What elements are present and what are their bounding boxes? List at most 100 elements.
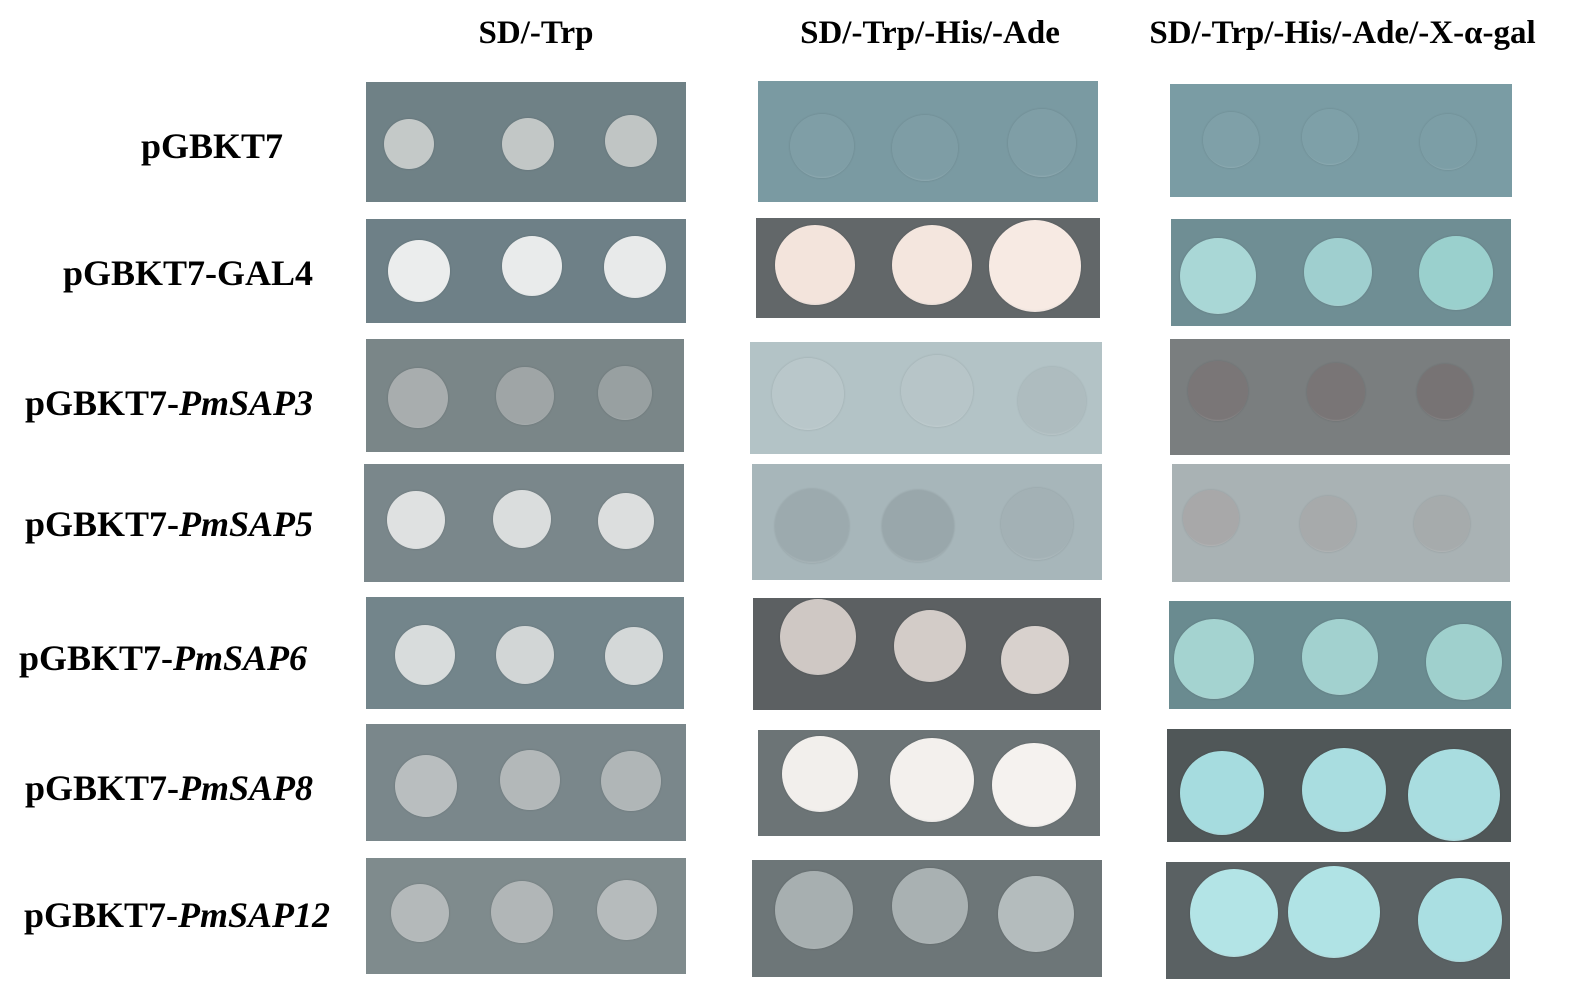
row-label-plasmid: pGBKT7-GAL4 xyxy=(62,253,313,293)
yeast-colony-spot xyxy=(387,491,445,549)
agar-plate-col3-row3 xyxy=(1170,339,1510,455)
yeast-colony-spot xyxy=(901,355,973,427)
yeast-colony-spot xyxy=(989,220,1081,312)
yeast-colony-spot xyxy=(1414,496,1470,552)
yeast-colony-spot xyxy=(391,884,449,942)
yeast-colony-spot xyxy=(1302,109,1358,165)
agar-plate-col1-row6 xyxy=(366,724,686,841)
row-label-plasmid: pGBKT7- xyxy=(24,768,179,808)
yeast-colony-spot xyxy=(892,225,972,305)
yeast-colony-spot xyxy=(388,240,450,302)
yeast-colony-spot xyxy=(1008,109,1076,177)
agar-plate-col3-row4 xyxy=(1172,464,1510,582)
yeast-colony-spot xyxy=(1180,238,1256,314)
row-label-gene: PmSAP3 xyxy=(178,383,313,423)
agar-plate-col2-row5 xyxy=(753,598,1101,710)
yeast-colony-spot xyxy=(502,118,554,170)
yeast-colony-spot xyxy=(1304,238,1372,306)
yeast-colony-spot xyxy=(998,876,1074,952)
agar-plate-col1-row1 xyxy=(366,82,686,202)
yeast-colony-spot xyxy=(775,871,853,949)
yeast-colony-spot xyxy=(1426,624,1502,700)
yeast-colony-spot xyxy=(782,736,858,812)
yeast-colony-spot xyxy=(1001,626,1069,694)
yeast-colony-spot xyxy=(1420,114,1476,170)
yeast-colony-spot xyxy=(605,115,657,167)
agar-plate-col1-row7 xyxy=(366,858,686,974)
yeast-colony-spot xyxy=(1190,869,1278,957)
yeast-colony-spot xyxy=(384,119,434,169)
yeast-colony-spot xyxy=(892,115,958,181)
row-label-gene: PmSAP8 xyxy=(178,768,313,808)
agar-plate-col2-row1 xyxy=(758,81,1098,202)
yeast-colony-spot xyxy=(780,599,856,675)
agar-plate-col2-row4 xyxy=(752,464,1102,580)
yeast-colony-spot xyxy=(1174,619,1254,699)
yeast-colony-spot xyxy=(894,610,966,682)
row-label-pgbkt7-pmsap12: pGBKT7-PmSAP12 xyxy=(0,885,330,945)
yeast-colony-spot xyxy=(388,368,448,428)
yeast-colony-spot xyxy=(1188,361,1248,421)
agar-plate-col1-row4 xyxy=(364,464,684,582)
yeast-colony-spot xyxy=(890,738,974,822)
row-label-plasmid: pGBKT7- xyxy=(24,504,179,544)
yeast-colony-spot xyxy=(496,626,554,684)
yeast-colony-spot xyxy=(1300,496,1356,552)
yeast-colony-spot xyxy=(1417,364,1473,420)
row-label-plasmid: pGBKT7 xyxy=(140,126,283,166)
yeast-colony-spot xyxy=(1183,490,1239,546)
yeast-colony-spot xyxy=(772,358,844,430)
column-header-sd-trp-his-ade: SD/-Trp/-His/-Ade xyxy=(800,15,1060,51)
row-label-pgbkt7-pmsap6: pGBKT7-PmSAP6 xyxy=(0,628,307,688)
agar-plate-col1-row5 xyxy=(366,597,684,709)
column-header-sd-trp-his-ade-x-alpha-gal: SD/-Trp/-His/-Ade/-X-α-gal xyxy=(1149,15,1536,51)
row-label-pgbkt7-pmsap5: pGBKT7-PmSAP5 xyxy=(0,494,313,554)
column-header-sd-trp: SD/-Trp xyxy=(478,15,594,51)
yeast-colony-spot xyxy=(598,493,654,549)
yeast-colony-spot xyxy=(1419,236,1493,310)
yeast-colony-spot xyxy=(992,743,1076,827)
yeast-colony-spot xyxy=(395,755,457,817)
agar-plate-col3-row1 xyxy=(1170,84,1512,197)
row-label-pgbkt7-gal4: pGBKT7-GAL4 xyxy=(0,243,313,303)
yeast-colony-spot xyxy=(598,366,652,420)
yeast-colony-spot xyxy=(493,490,551,548)
yeast-colony-spot xyxy=(882,490,954,562)
yeast-colony-spot xyxy=(1302,619,1378,695)
yeast-colony-spot xyxy=(597,880,657,940)
row-label-pgbkt7: pGBKT7 xyxy=(0,116,283,176)
yeast-colony-spot xyxy=(395,625,455,685)
yeast-colony-spot xyxy=(496,367,554,425)
agar-plate-col1-row3 xyxy=(366,339,684,452)
yeast-colony-spot xyxy=(1001,488,1073,560)
yeast-colony-spot xyxy=(1408,749,1500,841)
yeast-colony-spot xyxy=(1288,866,1380,958)
agar-plate-col2-row6 xyxy=(758,730,1100,836)
row-label-plasmid: pGBKT7- xyxy=(18,638,173,678)
agar-plate-col2-row2 xyxy=(756,218,1100,318)
agar-plate-col3-row2 xyxy=(1171,219,1511,326)
agar-plate-col1-row2 xyxy=(366,219,686,323)
row-label-gene: PmSAP5 xyxy=(178,504,313,544)
row-label-gene: PmSAP12 xyxy=(177,895,330,935)
yeast-colony-spot xyxy=(500,750,560,810)
yeast-colony-spot xyxy=(1018,367,1086,435)
yeast-colony-spot xyxy=(1203,112,1259,168)
yeast-colony-spot xyxy=(604,236,666,298)
row-label-pgbkt7-pmsap3: pGBKT7-PmSAP3 xyxy=(0,373,313,433)
agar-plate-col2-row7 xyxy=(752,860,1102,977)
yeast-colony-spot xyxy=(790,114,854,178)
yeast-colony-spot xyxy=(1180,751,1264,835)
row-label-plasmid: pGBKT7- xyxy=(23,895,178,935)
yeast-colony-spot xyxy=(502,236,562,296)
yeast-colony-spot xyxy=(775,489,849,563)
row-label-plasmid: pGBKT7- xyxy=(24,383,179,423)
yeast-colony-spot xyxy=(1302,748,1386,832)
yeast-colony-spot xyxy=(491,881,553,943)
agar-plate-col3-row6 xyxy=(1167,729,1511,842)
yeast-colony-spot xyxy=(775,225,855,305)
agar-plate-col3-row5 xyxy=(1169,601,1511,709)
yeast-colony-spot xyxy=(605,627,663,685)
agar-plate-col2-row3 xyxy=(750,342,1102,454)
row-label-pgbkt7-pmsap8: pGBKT7-PmSAP8 xyxy=(0,758,313,818)
